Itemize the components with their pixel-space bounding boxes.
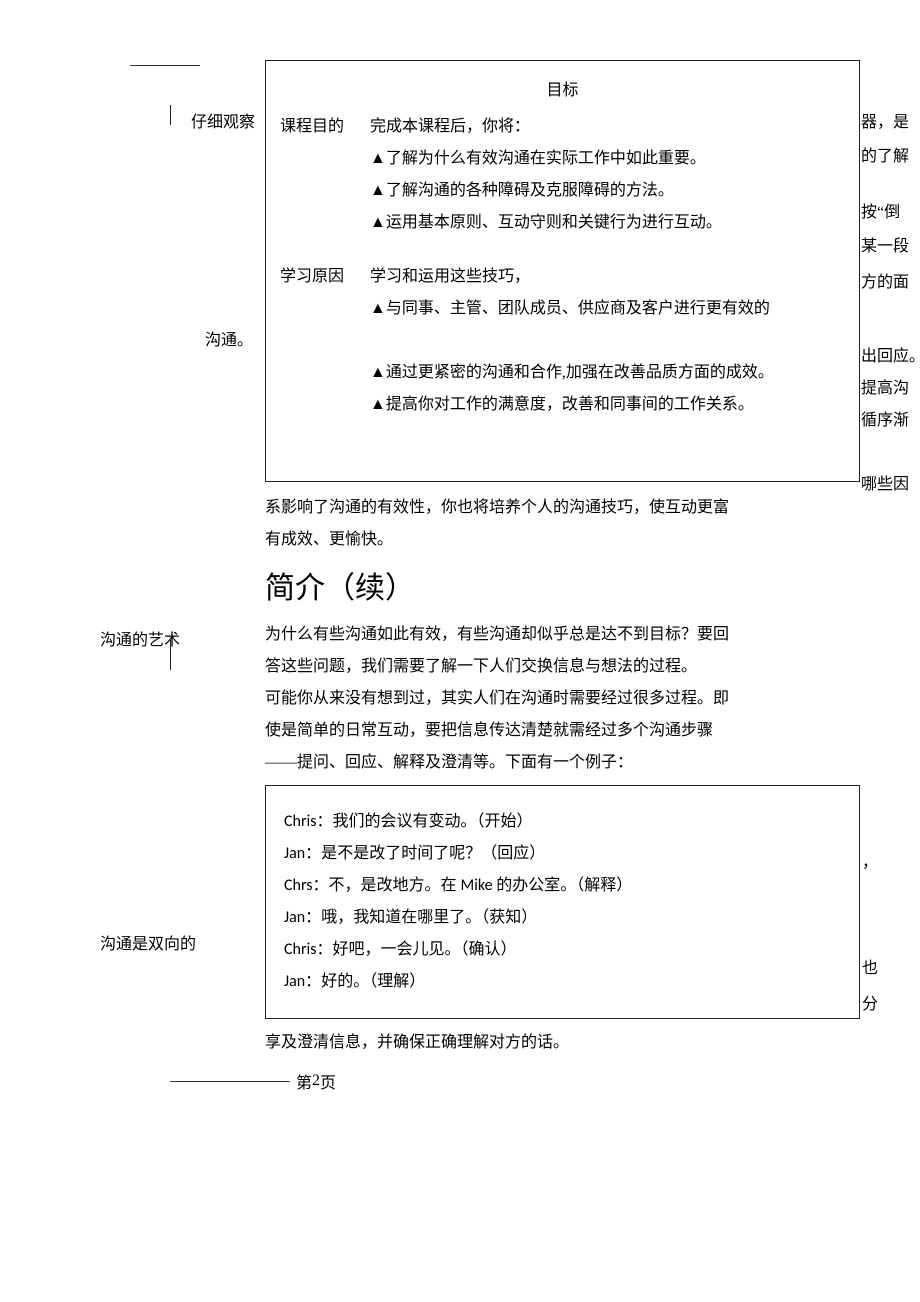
dialog-rfrag-3: 也: [860, 953, 878, 985]
vertical-stub-mid: [170, 640, 171, 670]
after-box-line1: 系影响了沟通的有效性，你也将培养个人的沟通技巧，使互动更富: [265, 492, 860, 524]
footer-label-post: 页: [320, 1069, 336, 1093]
dialog-l6: Jan：好的。（理解）: [284, 966, 841, 998]
after-box-line2: 有成效、更愉快。: [265, 524, 860, 556]
art-p2b: 使是简单的日常互动，要把信息传达清楚就需经过多个沟通步骤: [265, 715, 860, 747]
dialog-l3-b: 的办公室。（解释）: [496, 877, 632, 894]
goal-line-intro: 完成本课程后，你将：: [370, 111, 845, 143]
reason-line-4: ▲提高你对工作的满意度，改善和同事间的工作关系。: [370, 389, 845, 421]
dialog-l3: Chrs：不，是改地方。在 Mike 的办公室。（解释）: [284, 870, 841, 902]
goals-body-3: ▲通过更紧密的沟通和合作,加强在改善品质方面的成效。 ▲提高你对工作的满意度，改…: [370, 357, 845, 421]
goals-leftcol-2: 学习原因: [280, 261, 370, 325]
dialog-l1-name: Chris：: [284, 812, 332, 831]
vertical-stub-top: [170, 105, 171, 125]
goals-inner-2: 学习原因 学习和运用这些技巧， ▲与同事、主管、团队成员、供应商及客户进行更有效…: [280, 261, 845, 325]
dialog-l6-text: 好的。（理解）: [321, 973, 425, 990]
footer-rule: [170, 1081, 290, 1082]
page: 仔细观察 器，是 的了解 按“倒 某一段 方的面 出回应。 提高沟 循序渐 哪些…: [0, 0, 920, 1123]
art-main: 为什么有些沟通如此有效，有些沟通却似乎总是达不到目标？要回 答这些问题，我们需要…: [265, 619, 860, 779]
goals-inner-3: ▲通过更紧密的沟通和合作,加强在改善品质方面的成效。 ▲提高你对工作的满意度，改…: [280, 357, 845, 421]
dialog-main: Chris：我们的会议有变动。（开始） Jan：是不是改了时间了呢？（回应） C…: [265, 779, 860, 1059]
art-p2c: ——提问、回应、解释及澄清等。下面有一个例子：: [265, 747, 860, 779]
art-row: 沟通的艺术 为什么有些沟通如此有效，有些沟通却似乎总是达不到目标？要回 答这些问…: [100, 619, 860, 779]
reason-line-3: ▲通过更紧密的沟通和合作,加强在改善品质方面的成效。: [370, 357, 845, 389]
right-frag-4b: 提高沟: [859, 373, 920, 405]
art-p1b: 答这些问题，我们需要了解一下人们交换信息与想法的过程。: [265, 651, 860, 683]
dialog-rfrag-4: 分: [860, 989, 878, 1021]
goals-left-1: 课程目的: [280, 111, 370, 143]
footer-page-number: 2: [312, 1072, 320, 1090]
art-side: 沟通的艺术: [100, 619, 265, 657]
right-frag-4a: 出回应。: [859, 341, 920, 373]
goals-box: 仔细观察 器，是 的了解 按“倒 某一段 方的面 出回应。 提高沟 循序渐 哪些…: [265, 60, 860, 482]
goals-row: 仔细观察 器，是 的了解 按“倒 某一段 方的面 出回应。 提高沟 循序渐 哪些…: [100, 60, 860, 556]
dialog-rfrag-1: ，: [860, 847, 878, 879]
right-frag-1: 器，是: [859, 107, 920, 139]
goals-body-2: 学习和运用这些技巧， ▲与同事、主管、团队成员、供应商及客户进行更有效的: [370, 261, 845, 325]
dialog-l1: Chris：我们的会议有变动。（开始）: [284, 806, 841, 838]
right-frag-2: 的了解: [859, 141, 920, 173]
dialog-l5-text: 好吧，一会儿见。（确认）: [332, 941, 516, 958]
heading-side-empty: [100, 556, 265, 562]
goals-main: 仔细观察 器，是 的了解 按“倒 某一段 方的面 出回应。 提高沟 循序渐 哪些…: [265, 60, 860, 556]
goals-body-1: 完成本课程后，你将： ▲了解为什么有效沟通在实际工作中如此重要。 ▲了解沟通的各…: [370, 111, 845, 239]
goal-line-2: ▲了解为什么有效沟通在实际工作中如此重要。: [370, 143, 845, 175]
dialog-l2: Jan：是不是改了时间了呢？（回应）: [284, 838, 841, 870]
dialog-l4-text: 哦，我知道在哪里了。（获知）: [321, 909, 537, 926]
dialog-l2-text: 是不是改了时间了呢？（回应）: [321, 845, 545, 862]
right-frag-3b: 某一段: [859, 231, 920, 263]
goals-leftcol: 课程目的: [280, 111, 370, 239]
right-frag-3a: 按“倒: [859, 197, 920, 229]
reason-line-2: ▲与同事、主管、团队成员、供应商及客户进行更有效的: [370, 293, 845, 325]
dialog-l3-name: Chrs：: [284, 876, 329, 895]
goals-inner: 课程目的 完成本课程后，你将： ▲了解为什么有效沟通在实际工作中如此重要。 ▲了…: [280, 111, 845, 239]
dialog-side: 沟通是双向的: [100, 779, 265, 961]
dialog-l1-text: 我们的会议有变动。（开始）: [332, 813, 532, 830]
reason-line-1: 学习和运用这些技巧，: [370, 261, 845, 293]
heading-row: 简介（续）: [100, 556, 860, 619]
goals-left-2: 学习原因: [280, 261, 370, 293]
goals-wrap: 仔细观察 器，是 的了解 按“倒 某一段 方的面 出回应。 提高沟 循序渐 哪些…: [265, 60, 860, 482]
dialog-l5: Chris：好吧，一会儿见。（确认）: [284, 934, 841, 966]
goal-line-4: ▲运用基本原则、互动守则和关键行为进行互动。: [370, 207, 845, 239]
goal-line-3: ▲了解沟通的各种障碍及克服障碍的方法。: [370, 175, 845, 207]
goals-leftcol-3: [280, 357, 370, 421]
after-dialog-line: 享及澄清信息，并确保正确理解对方的话。: [265, 1027, 860, 1059]
art-side-label: 沟通的艺术: [100, 625, 265, 657]
art-p2a: 可能你从来没有想到过，其实人们在沟通时需要经过很多过程。即: [265, 683, 860, 715]
goals-left-hang: 沟通。: [205, 325, 845, 357]
section-heading: 简介（续）: [265, 566, 860, 611]
dialog-row: 沟通是双向的 Chris：我们的会议有变动。（开始） Jan：是不是改了时间了呢…: [100, 779, 860, 1059]
right-frag-4c: 循序渐: [859, 405, 920, 437]
right-frag-5: 哪些因: [859, 469, 920, 501]
dialog-l3-a: 不，是改地方。在: [329, 877, 461, 894]
right-frag-3c: 方的面: [859, 267, 920, 299]
footer: 第 2 页: [170, 1069, 860, 1093]
dialog-l6-name: Jan：: [284, 972, 321, 991]
dialog-l5-name: Chris：: [284, 940, 332, 959]
dialog-l2-name: Jan：: [284, 844, 321, 863]
dialog-l4-name: Jan：: [284, 908, 321, 927]
footer-label-pre: 第: [296, 1069, 312, 1093]
dialog-wrap: Chris：我们的会议有变动。（开始） Jan：是不是改了时间了呢？（回应） C…: [265, 785, 860, 1019]
art-p1a: 为什么有些沟通如此有效，有些沟通却似乎总是达不到目标？要回: [265, 619, 860, 651]
top-accent-rule: [130, 65, 200, 66]
outside-left-label: 仔细观察: [191, 107, 266, 139]
dialog-l3-mid: Mike: [461, 876, 497, 895]
dialog-l4: Jan：哦，我知道在哪里了。（获知）: [284, 902, 841, 934]
dialog-side-label: 沟通是双向的: [100, 929, 265, 961]
goals-title: 目标: [280, 75, 845, 107]
dialog-box: Chris：我们的会议有变动。（开始） Jan：是不是改了时间了呢？（回应） C…: [265, 785, 860, 1019]
heading-main: 简介（续）: [265, 556, 860, 619]
